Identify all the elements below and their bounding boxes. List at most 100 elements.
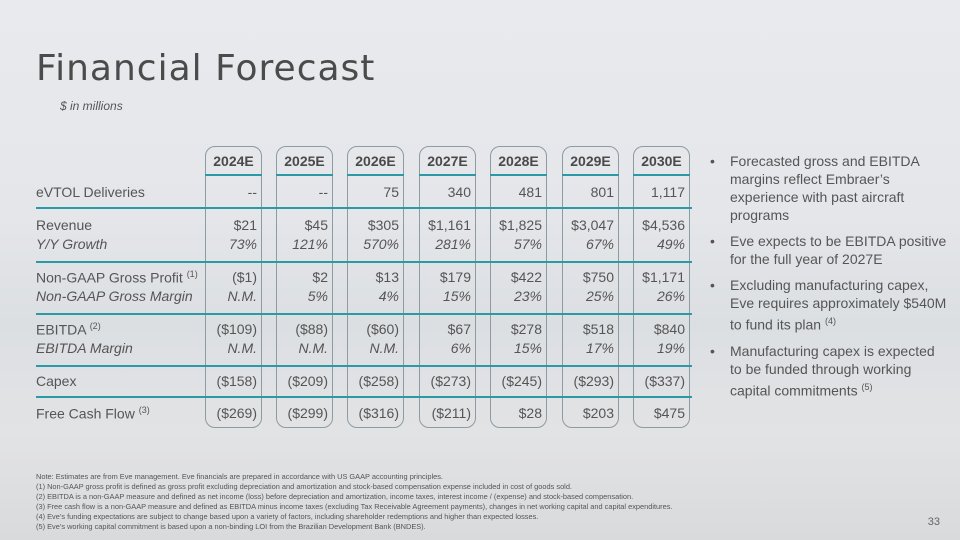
row-label: Non-GAAP Gross Profit (1) bbox=[36, 269, 198, 286]
bullet-text: Forecasted gross and EBITDA margins refl… bbox=[730, 153, 920, 223]
table-cell: $2 bbox=[312, 269, 328, 285]
table-cell: $21 bbox=[233, 217, 257, 233]
table-cell: $475 bbox=[653, 405, 685, 421]
bullet-item: Manufacturing capex is expected to be fu… bbox=[710, 342, 950, 400]
table-cell: 25% bbox=[585, 288, 614, 304]
table-cell: $13 bbox=[375, 269, 399, 285]
row-label-text: EBITDA Margin bbox=[36, 340, 133, 356]
table-cell: 75 bbox=[383, 184, 399, 200]
table-cell: ($293) bbox=[573, 373, 614, 389]
table-cell: 23% bbox=[513, 288, 542, 304]
column-header: 2024E bbox=[205, 146, 262, 176]
table-cell: ($88) bbox=[295, 321, 328, 337]
table-cell: $203 bbox=[582, 405, 614, 421]
footnote-line: (1) Non-GAAP gross profit is defined as … bbox=[36, 482, 572, 491]
footnote-line: (4) Eve’s funding expectations are subje… bbox=[36, 512, 539, 521]
row-label-text: Capex bbox=[36, 373, 77, 389]
table-cell: 121% bbox=[292, 236, 328, 252]
table-cell: $422 bbox=[510, 269, 542, 285]
table-cell: 801 bbox=[590, 184, 614, 200]
column-header: 2025E bbox=[276, 146, 333, 176]
footnote-ref: (2) bbox=[89, 321, 101, 331]
row-label: Revenue bbox=[36, 217, 92, 233]
table-cell: 26% bbox=[656, 288, 685, 304]
table-cell: N.M. bbox=[227, 288, 257, 304]
row-label-text: eVTOL Deliveries bbox=[36, 184, 145, 200]
table-cell: $3,047 bbox=[571, 217, 614, 233]
row-label-text: Revenue bbox=[36, 217, 93, 233]
table-cell: 67% bbox=[585, 236, 614, 252]
bullet-item: Excluding manufacturing capex, Eve requi… bbox=[710, 276, 950, 334]
row-label-text: Non-GAAP Gross Margin bbox=[36, 288, 193, 304]
table-cell: ($109) bbox=[216, 321, 257, 337]
table-cell: $4,536 bbox=[642, 217, 685, 233]
column-header: 2026E bbox=[347, 146, 404, 176]
page-title: Financial Forecast bbox=[36, 48, 376, 89]
table-cell: 49% bbox=[656, 236, 685, 252]
table-cell: 1,117 bbox=[651, 184, 685, 200]
column-header: 2027E bbox=[419, 146, 476, 176]
table-cell: $67 bbox=[447, 321, 471, 337]
row-label: Y/Y Growth bbox=[36, 236, 107, 252]
column-box bbox=[347, 146, 404, 428]
column-header: 2030E bbox=[633, 146, 690, 176]
table-cell: ($316) bbox=[358, 405, 399, 421]
page-number: 33 bbox=[927, 516, 940, 528]
table-cell: ($273) bbox=[430, 373, 471, 389]
table-cell: $278 bbox=[510, 321, 542, 337]
table-cell: ($269) bbox=[216, 405, 257, 421]
row-label: EBITDA (2) bbox=[36, 321, 101, 338]
row-label-text: Free Cash Flow bbox=[36, 405, 135, 422]
table-cell: 15% bbox=[442, 288, 471, 304]
table-cell: 481 bbox=[518, 184, 542, 200]
row-divider bbox=[36, 396, 692, 398]
row-label: eVTOL Deliveries bbox=[36, 184, 145, 200]
table-cell: 19% bbox=[656, 340, 685, 356]
table-cell: $840 bbox=[653, 321, 685, 337]
row-label: Capex bbox=[36, 373, 76, 389]
table-cell: N.M. bbox=[298, 340, 328, 356]
row-label-text: EBITDA bbox=[36, 321, 86, 338]
row-divider bbox=[36, 261, 692, 263]
table-cell: ($60) bbox=[366, 321, 399, 337]
table-cell: N.M. bbox=[369, 340, 399, 356]
table-cell: N.M. bbox=[227, 340, 257, 356]
table-cell: 281% bbox=[435, 236, 471, 252]
table-cell: $305 bbox=[367, 217, 399, 233]
units-subtitle: $ in millions bbox=[60, 99, 123, 113]
bullet-text: Eve expects to be EBITDA positive for th… bbox=[730, 233, 947, 267]
table-cell: $1,161 bbox=[428, 217, 471, 233]
column-header: 2029E bbox=[562, 146, 619, 176]
row-label: EBITDA Margin bbox=[36, 340, 133, 356]
row-label: Non-GAAP Gross Margin bbox=[36, 288, 193, 304]
column-box bbox=[562, 146, 619, 428]
footnote-ref: (4) bbox=[824, 316, 836, 326]
table-cell: ($211) bbox=[431, 405, 471, 421]
table-cell: $179 bbox=[439, 269, 471, 285]
table-cell: $750 bbox=[582, 269, 614, 285]
footnote-ref: (3) bbox=[138, 405, 150, 415]
bullet-item: Eve expects to be EBITDA positive for th… bbox=[710, 232, 950, 268]
table-cell: 340 bbox=[447, 184, 471, 200]
bullet-list: Forecasted gross and EBITDA margins refl… bbox=[710, 152, 950, 407]
table-cell: $1,825 bbox=[499, 217, 542, 233]
bullet-text: Excluding manufacturing capex, Eve requi… bbox=[730, 277, 947, 333]
table-cell: 4% bbox=[378, 288, 399, 304]
footnote-line: (5) Eve’s working capital commitment is … bbox=[36, 522, 426, 531]
table-cell: 17% bbox=[585, 340, 614, 356]
table-cell: -- bbox=[318, 184, 328, 200]
row-label: Free Cash Flow (3) bbox=[36, 405, 150, 422]
table-cell: ($209) bbox=[287, 373, 328, 389]
column-box bbox=[419, 146, 476, 428]
footnote-line: (2) EBITDA is a non-GAAP measure and def… bbox=[36, 492, 634, 501]
table-cell: 5% bbox=[307, 288, 328, 304]
table-cell: ($1) bbox=[232, 269, 257, 285]
footnote-line: (3) Free cash flow is a non-GAAP measure… bbox=[36, 502, 673, 511]
table-cell: ($337) bbox=[644, 373, 685, 389]
row-label-text: Non-GAAP Gross Profit bbox=[36, 269, 183, 286]
table-cell: 73% bbox=[228, 236, 257, 252]
column-box bbox=[490, 146, 547, 428]
table-cell: $45 bbox=[304, 217, 328, 233]
row-divider bbox=[36, 365, 692, 367]
table-cell: ($299) bbox=[287, 405, 328, 421]
